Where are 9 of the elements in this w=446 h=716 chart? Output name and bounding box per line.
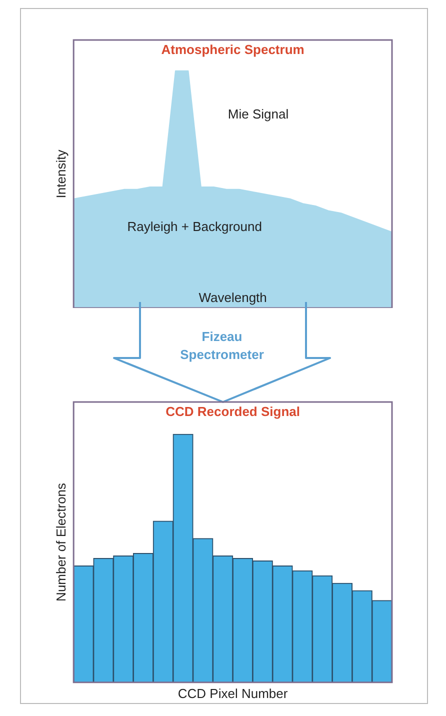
chart-title: CCD Recorded Signal (166, 404, 300, 420)
x-axis-title: Wavelength (198, 290, 267, 306)
annotation: Rayleigh + Background (127, 219, 262, 234)
y-axis-title: Intensity (53, 149, 68, 198)
y-axis-title: Number of Electrons (53, 482, 68, 602)
annotation: Mie Signal (228, 106, 289, 122)
text: Fizeau Spectrometer (179, 328, 265, 364)
x-axis-title: CCD Pixel Number (178, 686, 288, 701)
chart-title: Atmospheric Spectrum (161, 42, 304, 58)
